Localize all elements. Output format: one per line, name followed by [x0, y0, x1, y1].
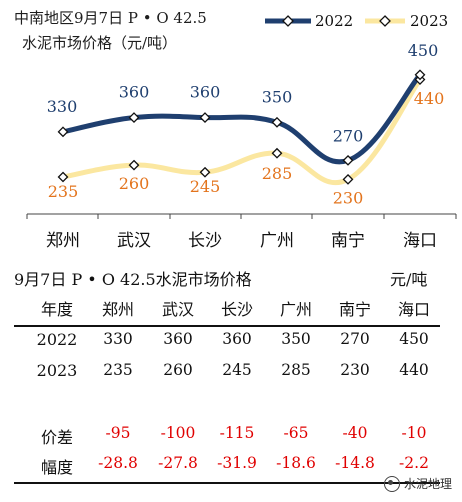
watermark-text: 水泥地理: [403, 477, 452, 491]
data-point-2023: [342, 173, 354, 185]
table-header-rule: [14, 325, 440, 327]
table-row-label: 幅度: [40, 458, 73, 477]
table-cell: 440: [399, 361, 429, 379]
table-header-city: 郑州: [101, 300, 134, 319]
table-cell: 235: [103, 361, 133, 379]
table-cell: -40: [342, 424, 368, 442]
data-label-2023: 230: [333, 188, 364, 207]
table-header-year: 年度: [40, 300, 73, 319]
x-tick-label: 南宁: [331, 231, 365, 251]
table-row-label: 价差: [40, 428, 73, 447]
data-point-2023: [199, 166, 211, 178]
legend-label-2022: 2022: [315, 12, 354, 30]
table-cell: -100: [160, 424, 196, 442]
data-label-2023: 235: [48, 182, 79, 201]
wechat-logo-icon: [383, 475, 400, 492]
table-cell: -14.8: [335, 454, 375, 472]
table-cell: 230: [340, 361, 370, 379]
legend-swatch-2023: [365, 15, 405, 27]
data-point-2022: [342, 154, 354, 166]
data-label-2022: 450: [408, 41, 439, 60]
data-point-2022: [199, 112, 211, 123]
x-tick-label: 海口: [403, 231, 437, 251]
table-cell: -115: [219, 424, 255, 442]
data-point-2022: [414, 69, 426, 81]
table-cell: -2.2: [399, 454, 429, 472]
chart-title-line-1: 中南地区9月7日 P • O 42.5: [14, 9, 207, 27]
x-tick-label: 郑州: [46, 231, 80, 251]
data-label-2022: 270: [333, 126, 364, 145]
legend-item-2023: 2023: [363, 10, 455, 32]
series-line-2023: [60, 77, 423, 186]
legend-swatch-2022: [265, 15, 311, 27]
data-label-2023: 440: [414, 89, 445, 108]
table-cell: -65: [283, 424, 309, 442]
x-tick-label: 长沙: [188, 231, 222, 251]
data-point-2022: [271, 116, 283, 128]
table-cell: 350: [281, 330, 311, 348]
x-tick-label: 广州: [260, 231, 294, 251]
table-cell: -28.8: [98, 454, 138, 472]
data-point-2023: [128, 159, 140, 171]
table-cell: -31.9: [217, 454, 257, 472]
legend-item-2022: 2022: [263, 10, 358, 32]
table-header-city: 海口: [397, 300, 430, 319]
data-point-2023: [271, 147, 283, 159]
legend-label-2023: 2023: [410, 12, 449, 30]
data-label-2022: 330: [47, 97, 78, 116]
table-cell: 450: [399, 330, 429, 348]
table-cell: -18.6: [276, 454, 316, 472]
data-label-2023: 260: [119, 174, 150, 193]
data-label-2022: 350: [262, 87, 293, 106]
table-cell: -27.8: [158, 454, 198, 472]
table-header-city: 长沙: [220, 300, 253, 319]
table-row-label: 2022: [36, 330, 78, 349]
watermark: 水泥地理: [383, 475, 452, 492]
legend: 2022 2023: [263, 10, 455, 32]
table-cell: -10: [401, 424, 427, 442]
table-cell: -95: [105, 424, 131, 442]
table-header-city: 武汉: [161, 300, 194, 319]
series-line-2022: [60, 72, 423, 165]
table-cell: 360: [222, 330, 252, 348]
data-label-2023: 285: [262, 164, 293, 183]
table-header-city: 南宁: [338, 300, 371, 319]
table-cell: 260: [163, 361, 193, 379]
data-point-2023: [57, 171, 69, 183]
chart-title-line-2: 水泥市场价格（元/吨）: [22, 34, 178, 52]
table-row-label: 2023: [36, 361, 78, 380]
x-tick-label: 武汉: [117, 231, 151, 251]
line-chart: 郑州 武汉 长沙 广州 南宁 海口 330 360 360 350 270 450 235 260 245 2…: [26, 41, 457, 251]
data-label-2022: 360: [190, 83, 221, 102]
table-bottom-rule: [14, 482, 440, 484]
table-cell: 285: [281, 361, 311, 379]
table-unit: 元/吨: [390, 270, 428, 289]
table-cell: 245: [222, 361, 252, 379]
data-point-2022: [57, 126, 69, 138]
data-label-2023: 245: [190, 177, 221, 196]
table-title: 9月7日 P • O 42.5水泥市场价格: [14, 270, 252, 289]
table-header-city: 广州: [279, 300, 312, 319]
table-cell: 270: [340, 330, 370, 348]
data-point-2022: [128, 112, 140, 123]
table-cell: 330: [103, 330, 133, 348]
table-cell: 360: [163, 330, 193, 348]
data-label-2022: 360: [119, 83, 150, 102]
